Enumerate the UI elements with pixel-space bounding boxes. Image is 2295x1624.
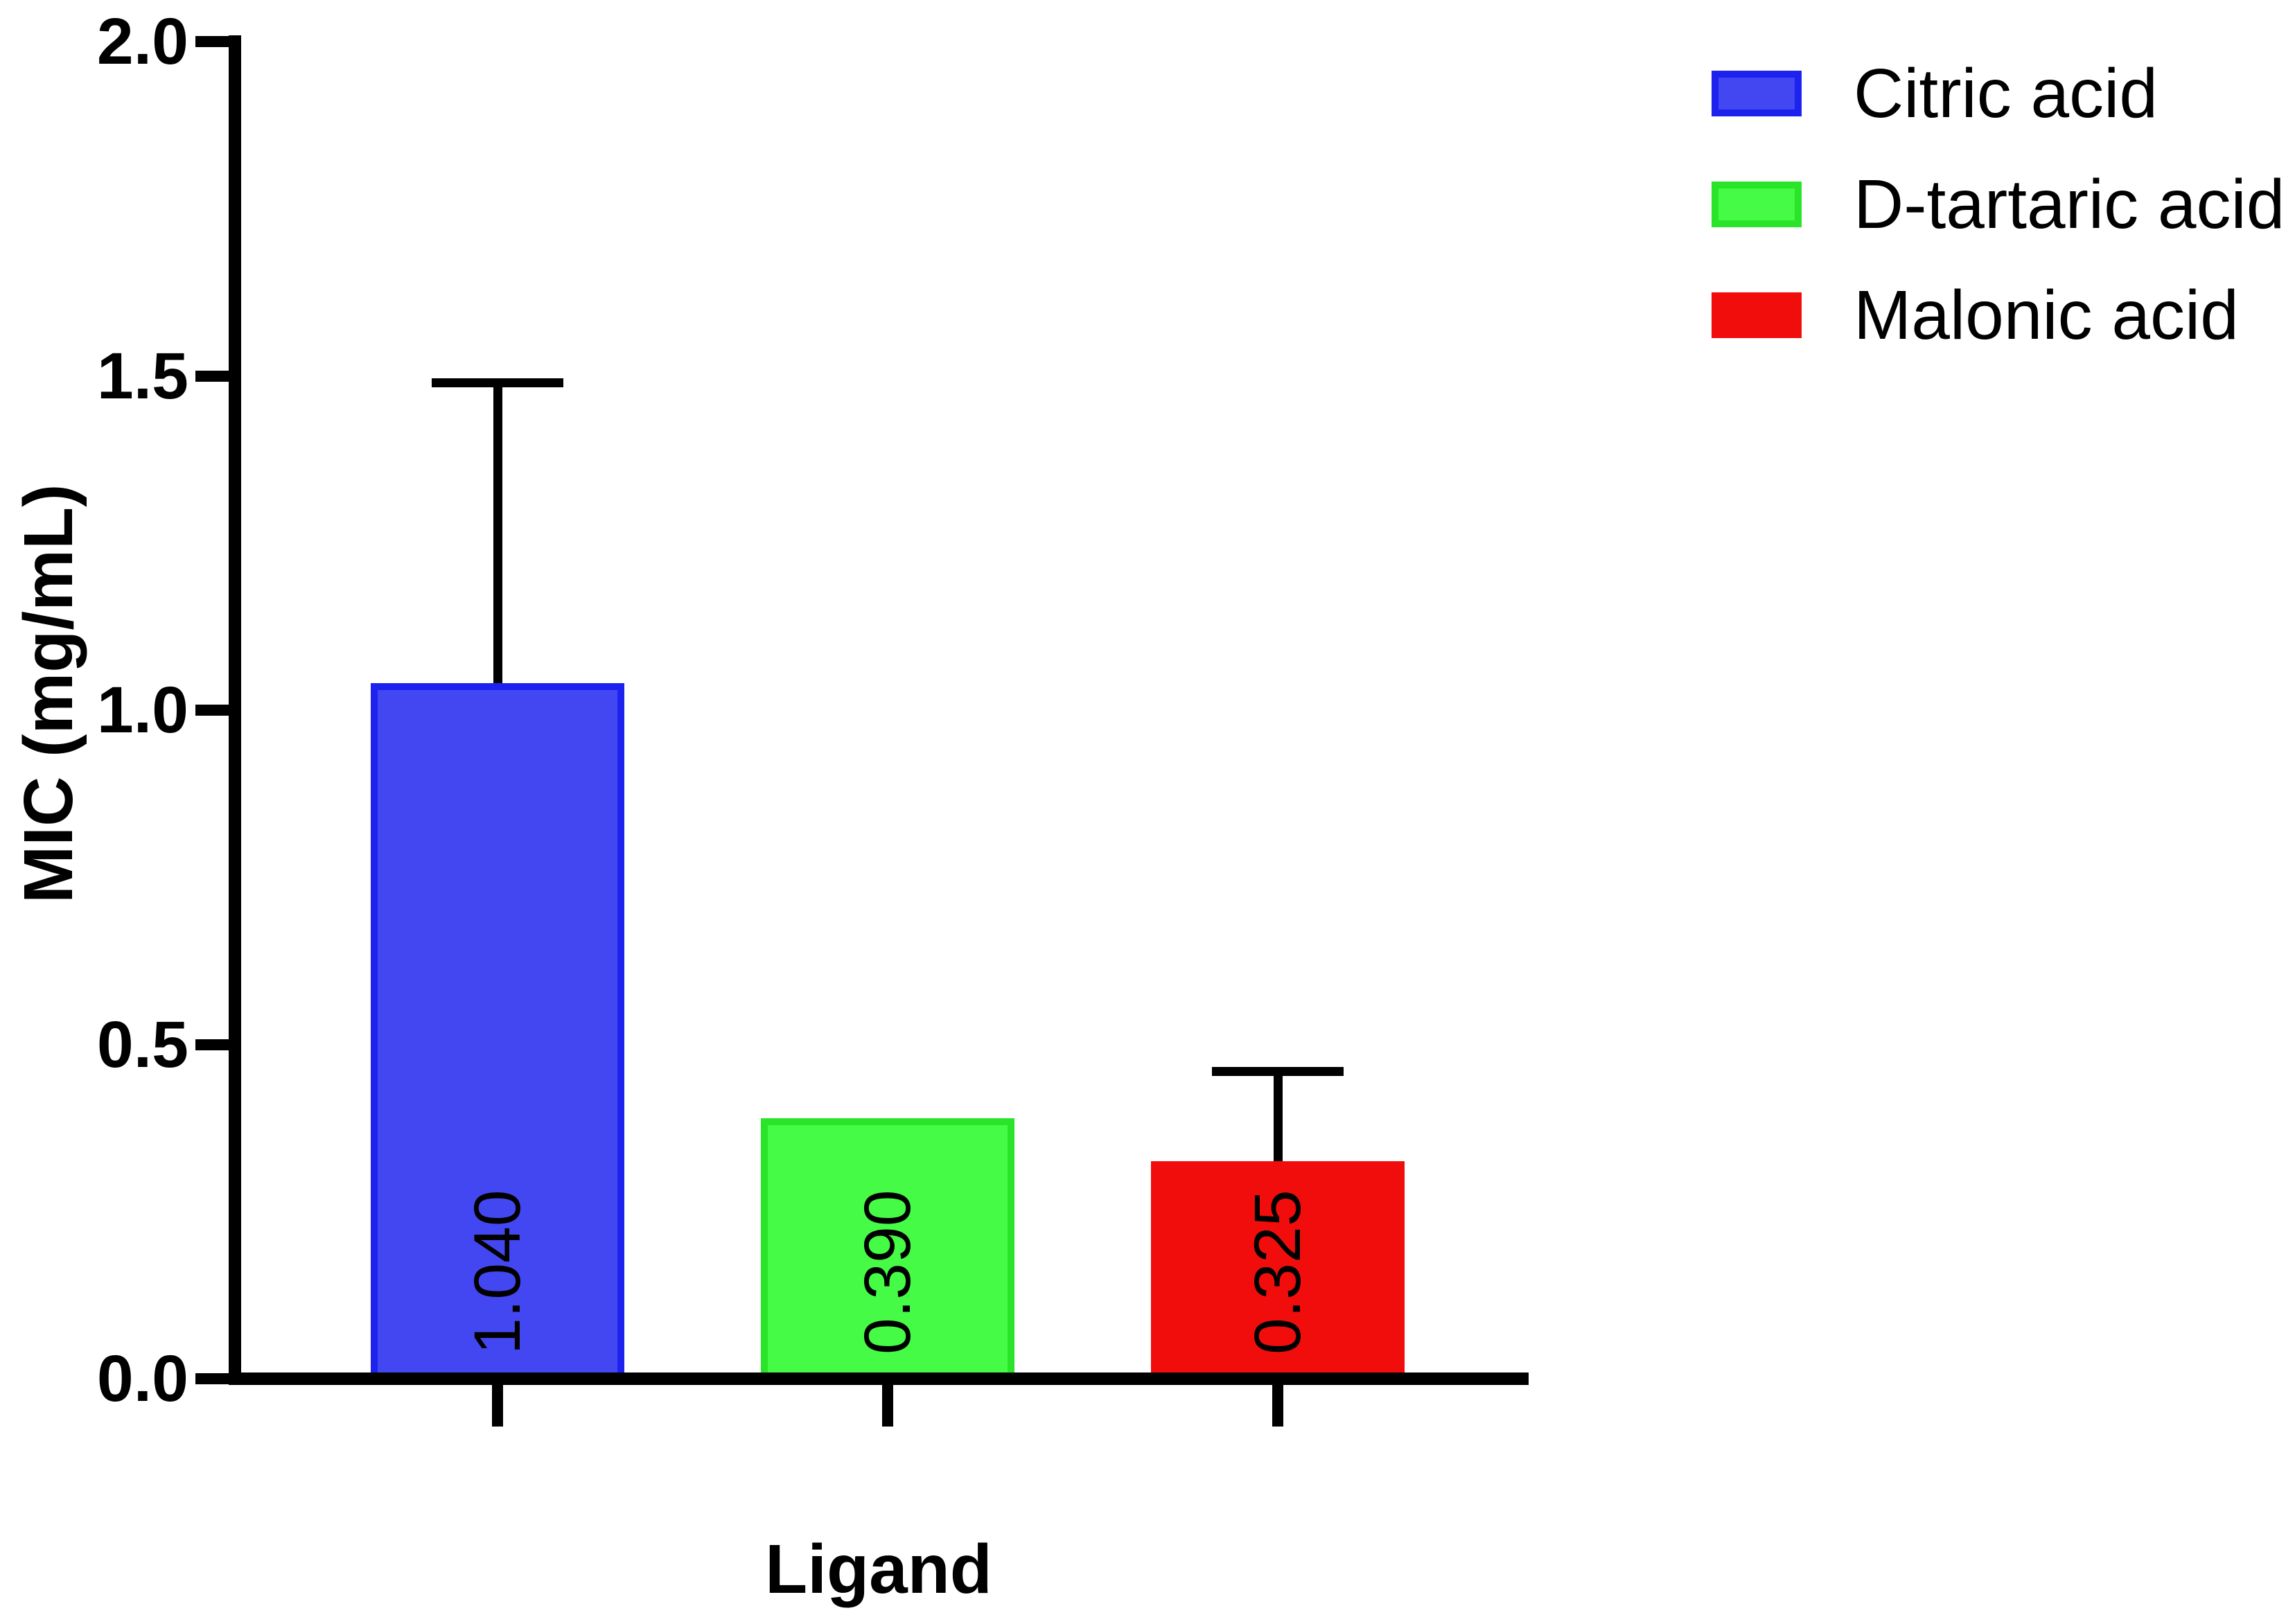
x-tick-mark	[882, 1385, 893, 1427]
legend-swatch	[1712, 292, 1802, 338]
y-axis-title-text: MIC (mg/mL)	[10, 484, 87, 903]
x-axis-line	[229, 1373, 1529, 1385]
error-bar-cap	[432, 378, 563, 387]
bar-d-tartaric-acid	[761, 1118, 1014, 1385]
legend-label: D-tartaric acid	[1854, 166, 2285, 243]
y-tick-mark	[195, 1373, 229, 1384]
error-bar-cap	[1212, 1066, 1344, 1076]
legend-swatch	[1712, 182, 1802, 227]
legend-label: Citric acid	[1854, 55, 2158, 132]
y-tick-label: 1.5	[96, 339, 188, 413]
y-axis-line	[229, 35, 241, 1385]
x-tick-mark	[1272, 1385, 1283, 1427]
y-tick-label: 2.0	[96, 5, 188, 78]
y-tick-mark	[195, 36, 229, 47]
legend-label: Malonic acid	[1854, 276, 2239, 354]
y-tick-label: 0.0	[96, 1342, 188, 1415]
y-tick-label: 1.0	[96, 673, 188, 747]
bar-malonic-acid	[1151, 1161, 1405, 1385]
bar-value-text: 0.390	[850, 1190, 924, 1354]
x-axis-title: Ligand	[765, 1530, 992, 1608]
bar-citric-acid	[371, 683, 624, 1385]
y-tick-mark	[195, 1039, 229, 1050]
y-tick-mark	[195, 370, 229, 382]
x-tick-mark	[492, 1385, 503, 1427]
y-tick-mark	[195, 705, 229, 716]
legend-swatch	[1712, 71, 1802, 116]
bar-value-text: 1.040	[460, 1190, 534, 1354]
y-tick-label: 0.5	[96, 1007, 188, 1082]
bar-value-text: 0.325	[1240, 1190, 1314, 1354]
error-bar-stem	[493, 382, 502, 712]
error-bar-stem	[1273, 1071, 1283, 1190]
